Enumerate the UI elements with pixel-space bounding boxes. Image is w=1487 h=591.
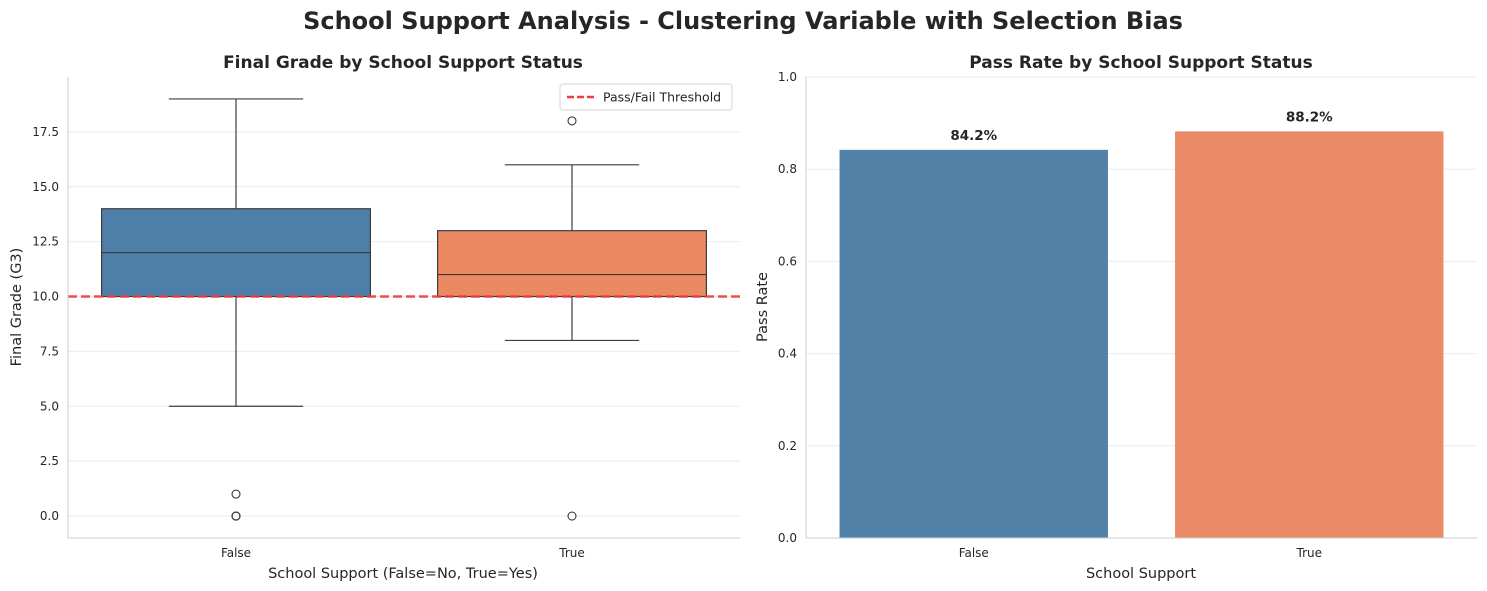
boxplot-ytick-label: 15.0 [32,180,59,194]
outlier-point [231,511,241,521]
iqr-box [437,230,707,298]
pass-rate-bar [839,149,1108,538]
boxplot-ytick-label: 2.5 [40,454,59,468]
pass-rate-bar [1175,131,1444,538]
legend-threshold-label: Pass/Fail Threshold [603,90,721,105]
boxplot-xlabel: School Support (False=No, True=Yes) [268,566,538,582]
legend-frame [559,83,733,111]
boxplot-marks [68,98,740,521]
pass-rate-data-label: 84.2% [950,128,997,144]
barchart-title: Pass Rate by School Support Status [969,53,1312,73]
boxplot-ytick-label: 10.0 [32,290,59,304]
boxplot-ytick-label: 0.0 [40,509,59,523]
barchart-axes: 0.0 0.2 0.4 0.6 0.8 1.0 False True [778,70,1477,560]
outlier-point [567,511,577,521]
boxplot-panel: Final Grade by School Support Status Sch… [9,53,740,582]
boxplot-xtick-label: True [558,546,585,560]
barchart-ytick-label: 0.2 [778,439,797,453]
figure-suptitle: School Support Analysis - Clustering Var… [303,7,1183,35]
barchart-ytick-label: 0.0 [778,531,797,545]
barchart-ytick-label: 0.4 [778,347,797,361]
barchart-ytick-label: 1.0 [778,70,797,84]
barchart-xtick-label: True [1296,546,1323,560]
boxplot-ytick-label: 12.5 [32,235,59,249]
boxplot-title: Final Grade by School Support Status [223,53,583,73]
barchart-marks: 84.2% 88.2% [839,109,1444,538]
barchart-ylabel: Pass Rate [755,272,771,342]
pass-rate-data-label: 88.2% [1286,109,1333,125]
barchart-ytick-label: 0.8 [778,162,797,176]
boxplot-ytick-label: 17.5 [32,125,59,139]
boxplot-gridlines [68,131,740,517]
boxplot-legend: Pass/Fail Threshold [559,83,733,111]
barchart-xtick-label: False [959,546,989,560]
barchart-xlabel: School Support [1086,566,1196,582]
barchart-panel: Pass Rate by School Support Status Schoo… [755,53,1477,582]
boxplot-ylabel: Final Grade (G3) [9,248,25,367]
boxplot-xtick-label: False [221,546,251,560]
boxplot-ytick-label: 5.0 [40,399,59,413]
barchart-ytick-label: 0.6 [778,254,797,268]
boxplot-ytick-label: 7.5 [40,344,59,358]
boxplot-axes: 0.0 2.5 5.0 7.5 10.0 12.5 15.0 17.5 False True [32,77,740,560]
outlier-point [567,116,577,126]
outlier-point [231,489,241,499]
